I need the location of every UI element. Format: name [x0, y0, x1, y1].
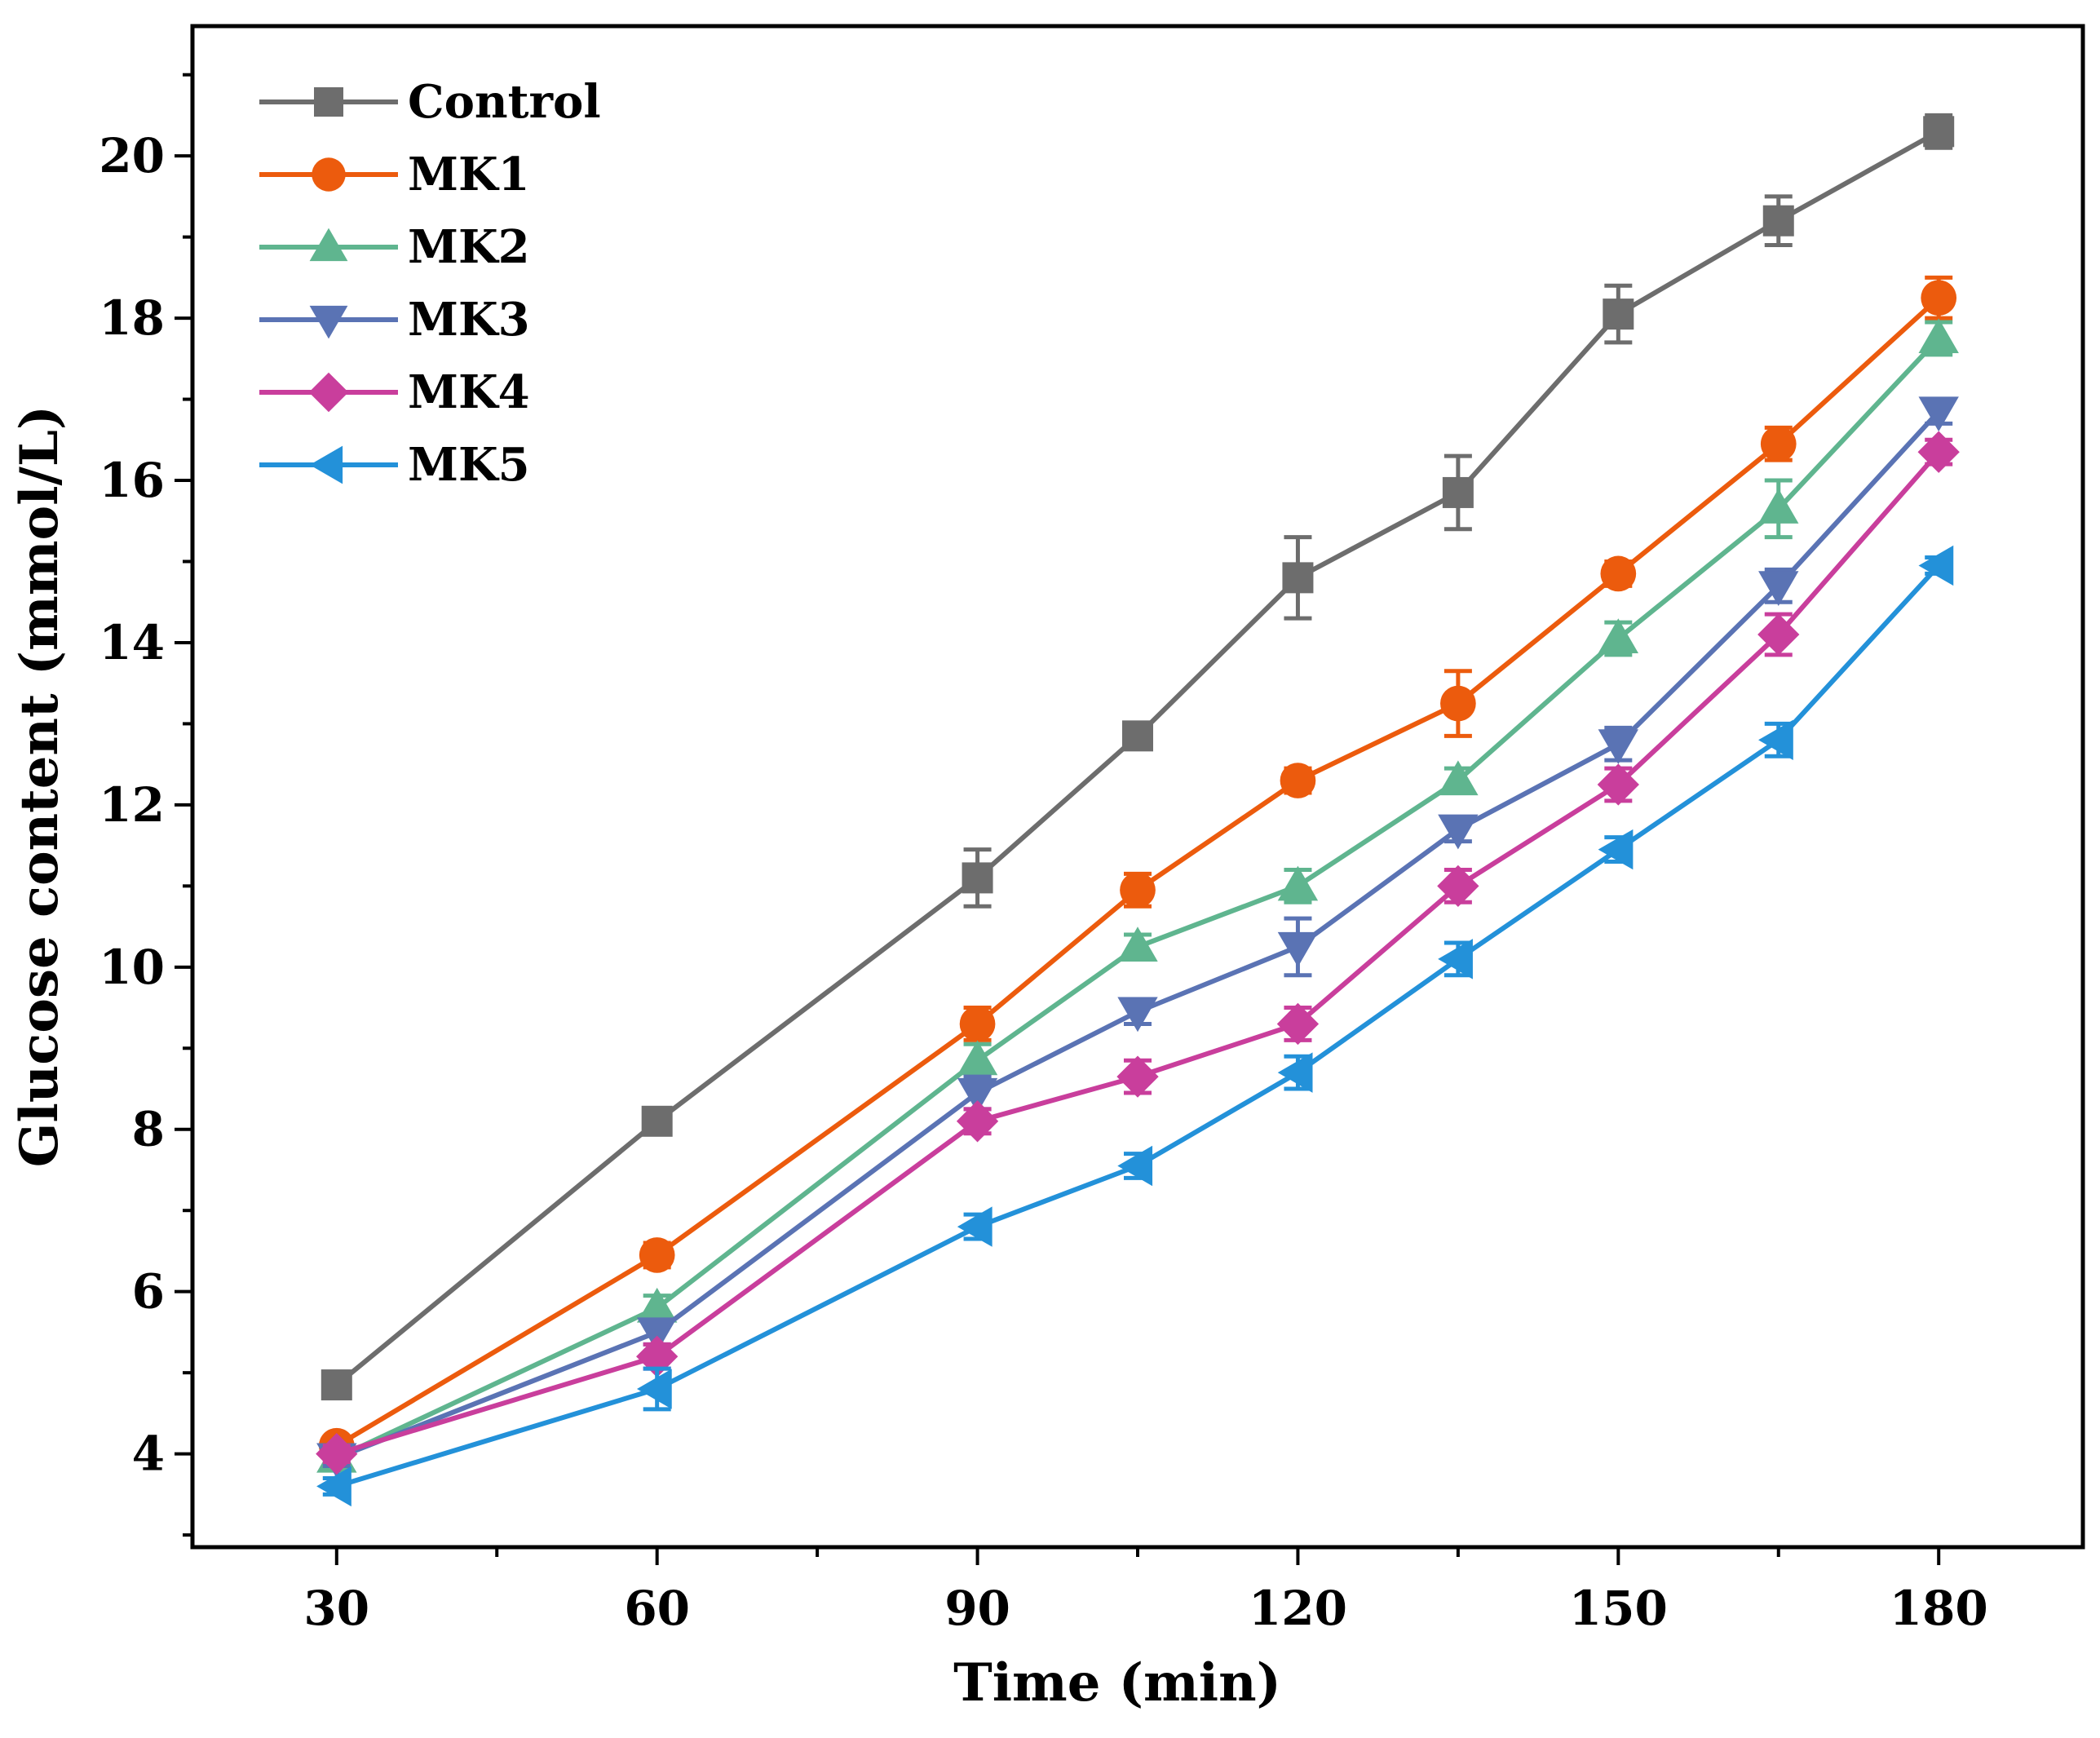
series-control — [321, 113, 1955, 1401]
legend-label: MK2 — [408, 220, 530, 274]
data-point-mk5 — [1758, 719, 1793, 761]
data-point-mk5 — [316, 1466, 351, 1507]
data-point-control — [641, 1105, 673, 1137]
data-point-mk4 — [1757, 613, 1800, 656]
data-point-mk3 — [1598, 729, 1639, 764]
x-tick-label: 120 — [1249, 1581, 1347, 1636]
x-tick-label: 180 — [1890, 1581, 1988, 1636]
data-point-mk1 — [639, 1237, 675, 1273]
y-tick-label: 20 — [99, 128, 165, 184]
series-mk4 — [316, 431, 1960, 1475]
x-axis: 30 60 90 120 150 180 — [303, 1547, 1988, 1636]
y-tick-label: 8 — [132, 1102, 165, 1157]
data-point-mk5 — [636, 1369, 672, 1409]
x-tick-label: 150 — [1569, 1581, 1668, 1636]
legend-item-mk2: MK2 — [259, 220, 530, 274]
data-point-mk5 — [1918, 545, 1954, 586]
legend-item-control: Control — [259, 75, 601, 129]
legend-marker-mk2 — [309, 228, 348, 262]
data-point-mk4 — [316, 1432, 358, 1475]
data-point-mk4 — [1917, 431, 1960, 473]
legend-item-mk1: MK1 — [259, 148, 530, 201]
legend-marker-control — [314, 87, 343, 117]
y-tick-label: 14 — [99, 615, 165, 670]
data-point-mk2 — [636, 1287, 678, 1323]
y-tick-label: 10 — [99, 940, 165, 995]
data-point-mk3 — [957, 1077, 998, 1113]
data-point-mk2 — [1277, 865, 1319, 901]
data-point-mk2 — [1758, 489, 1799, 524]
data-point-mk4 — [956, 1100, 999, 1143]
data-point-mk1 — [1760, 426, 1797, 462]
legend-item-mk3: MK3 — [259, 293, 530, 347]
data-point-mk3 — [1438, 814, 1479, 850]
legend-marker-mk4 — [308, 372, 349, 413]
data-point-mk3 — [1277, 931, 1319, 967]
data-point-mk2 — [957, 1040, 998, 1076]
data-point-mk4 — [1116, 1055, 1159, 1098]
data-point-control — [1122, 720, 1153, 752]
legend-marker-mk1 — [312, 157, 346, 192]
data-point-mk4 — [1437, 865, 1479, 907]
series-layer — [316, 113, 1960, 1507]
x-tick-label: 30 — [303, 1581, 369, 1636]
legend-marker-mk5 — [309, 445, 343, 484]
data-point-mk2 — [1117, 926, 1158, 962]
data-point-mk4 — [1597, 763, 1639, 806]
data-point-control — [321, 1369, 352, 1401]
x-axis-title: Time (min) — [953, 1652, 1281, 1714]
data-point-mk2 — [1598, 618, 1639, 654]
x-tick-label: 90 — [944, 1581, 1010, 1636]
series-mk5 — [316, 545, 1954, 1507]
data-point-mk1 — [959, 1006, 996, 1042]
data-point-mk1 — [1120, 872, 1156, 909]
data-point-control — [1442, 476, 1474, 508]
legend-label: MK1 — [408, 148, 530, 201]
data-point-control — [1923, 116, 1955, 148]
data-point-control — [1282, 562, 1314, 594]
data-point-mk1 — [1440, 685, 1476, 722]
data-point-mk1 — [1921, 280, 1957, 316]
data-point-mk2 — [1918, 318, 1959, 353]
data-point-control — [1603, 299, 1634, 330]
data-point-mk5 — [1277, 1052, 1313, 1093]
y-tick-label: 12 — [99, 777, 165, 833]
legend-label: MK3 — [408, 293, 530, 347]
y-tick-label: 6 — [132, 1264, 165, 1320]
legend-label: MK4 — [408, 365, 530, 419]
y-tick-label: 16 — [99, 453, 165, 508]
data-point-mk1 — [1600, 555, 1637, 592]
y-axis-title: Glucose content (mmol/L) — [9, 405, 70, 1167]
legend-label: MK5 — [408, 438, 530, 492]
data-point-mk5 — [1117, 1145, 1153, 1187]
data-point-control — [1762, 205, 1794, 237]
data-point-mk4 — [1276, 1002, 1320, 1046]
data-point-mk5 — [957, 1206, 993, 1247]
data-point-mk3 — [1758, 571, 1799, 607]
data-point-mk5 — [1438, 939, 1473, 980]
legend-item-mk4: MK4 — [259, 365, 530, 419]
x-tick-label: 60 — [624, 1581, 690, 1636]
data-point-mk3 — [1117, 997, 1158, 1033]
data-point-mk4 — [636, 1335, 679, 1378]
y-tick-label: 4 — [132, 1426, 165, 1482]
y-tick-label: 18 — [99, 290, 165, 346]
data-point-mk5 — [1598, 829, 1634, 870]
data-point-control — [962, 862, 993, 894]
data-point-mk3 — [636, 1317, 678, 1353]
data-point-mk3 — [1918, 396, 1959, 432]
series-mk3 — [316, 396, 1959, 1479]
legend: Control MK1 MK2 MK3 MK4 MK5 — [259, 75, 601, 492]
legend-marker-mk3 — [309, 305, 348, 339]
legend-item-mk5: MK5 — [259, 438, 530, 492]
y-axis: 4 6 8 10 12 14 16 18 20 — [99, 73, 192, 1537]
data-point-mk1 — [1280, 763, 1316, 798]
legend-label: Control — [408, 75, 601, 129]
data-point-mk2 — [1438, 760, 1479, 796]
